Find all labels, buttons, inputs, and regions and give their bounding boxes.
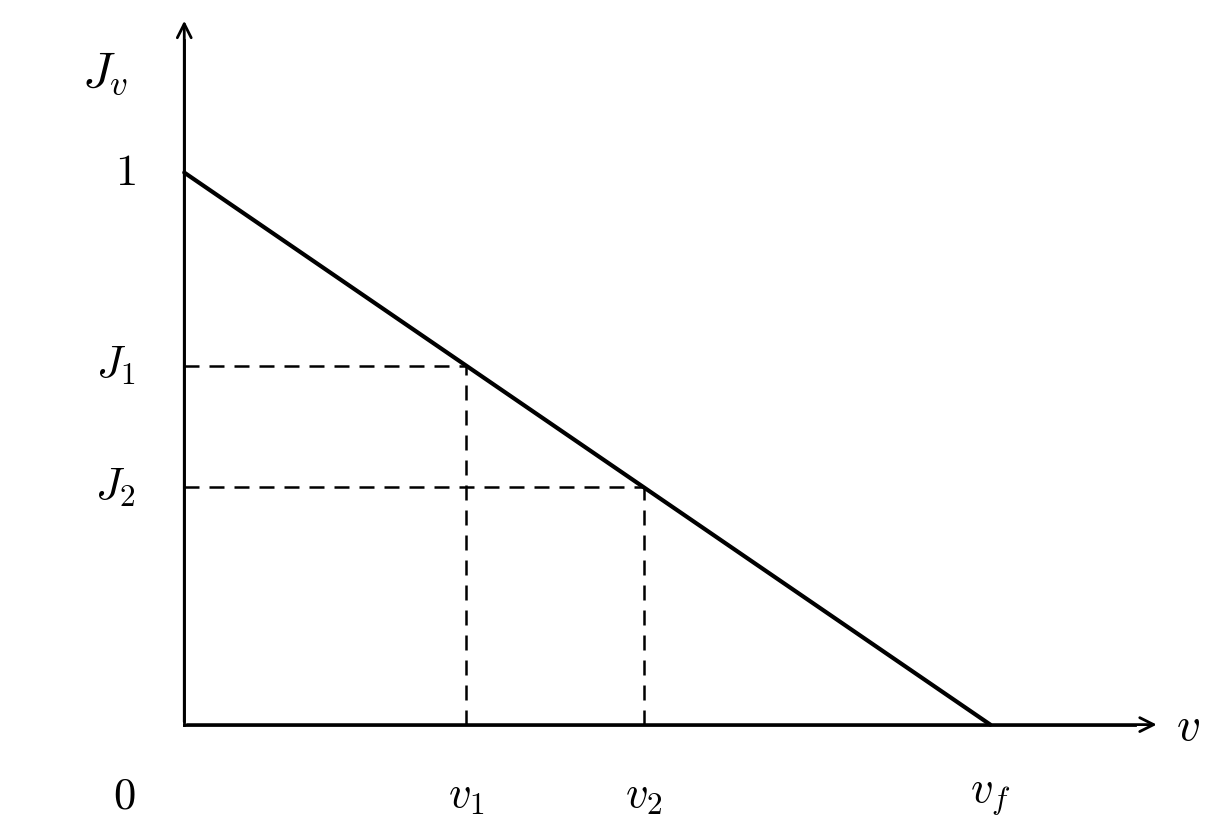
Text: $v_f$: $v_f$	[970, 774, 1011, 817]
Text: $v$: $v$	[1176, 705, 1200, 750]
Text: $\mathbf{0}$: $\mathbf{0}$	[113, 774, 136, 817]
Text: $v_2$: $v_2$	[625, 774, 663, 817]
Text: $\mathbf{1}$: $\mathbf{1}$	[116, 151, 136, 194]
Text: $v_1$: $v_1$	[448, 774, 484, 817]
Text: $J_1$: $J_1$	[96, 344, 136, 387]
Text: $J_v$: $J_v$	[82, 48, 128, 98]
Text: $J_2$: $J_2$	[95, 466, 136, 509]
